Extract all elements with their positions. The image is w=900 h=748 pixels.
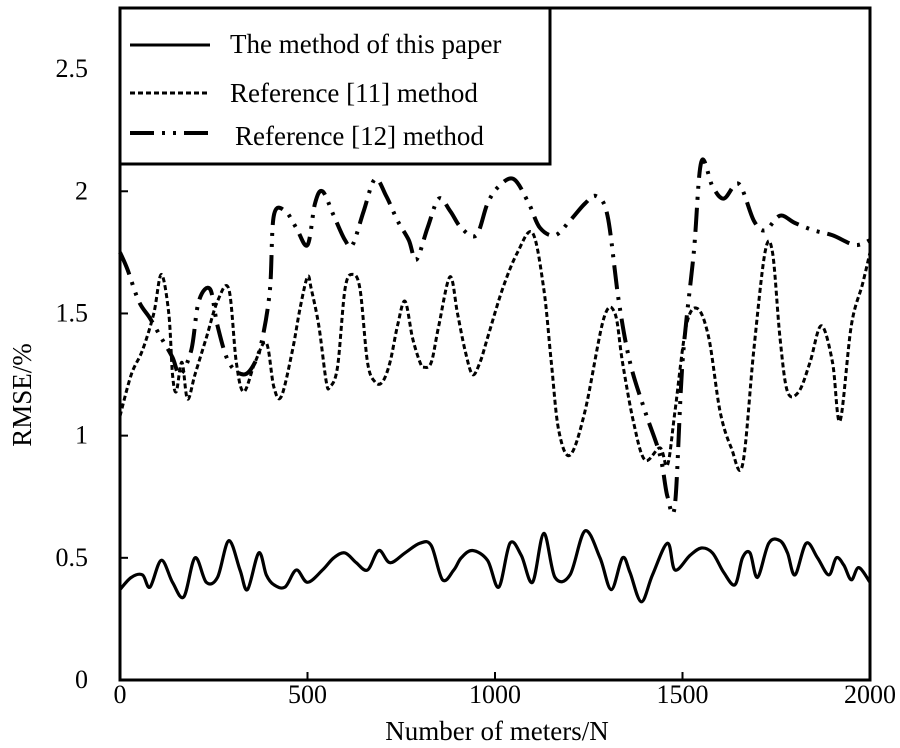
y-tick-label: 1.5 <box>56 298 89 327</box>
series-line-reference-11 <box>118 230 872 472</box>
x-tick-label: 500 <box>288 680 327 709</box>
series-line-this-paper <box>118 529 872 604</box>
legend-label-reference-11: Reference [11] method <box>230 78 478 108</box>
y-axis-label: RMSE/% <box>7 343 37 447</box>
plot-lines <box>118 157 872 604</box>
y-tick-label: 0.5 <box>56 543 89 572</box>
legend-box <box>118 6 552 166</box>
y-tick-label: 2 <box>75 176 88 205</box>
x-tick-label: 1500 <box>657 680 709 709</box>
y-tick-label: 1 <box>75 421 88 450</box>
legend-label-reference-12: Reference [12] method <box>235 121 484 151</box>
x-axis-label: Number of meters/N <box>385 716 608 746</box>
x-tick-label: 0 <box>114 680 127 709</box>
legend-label-this-paper: The method of this paper <box>230 29 501 59</box>
x-axis: 0 500 1000 1500 2000 <box>114 672 896 709</box>
y-axis: 0 0.5 1 1.5 2 2.5 <box>56 54 128 694</box>
legend: The method of this paper Reference [11] … <box>118 6 552 166</box>
x-tick-label: 1000 <box>469 680 521 709</box>
x-tick-label: 2000 <box>844 680 896 709</box>
y-tick-label: 0 <box>75 665 88 694</box>
series-line-reference-12 <box>118 157 871 516</box>
y-tick-label: 2.5 <box>56 54 89 83</box>
